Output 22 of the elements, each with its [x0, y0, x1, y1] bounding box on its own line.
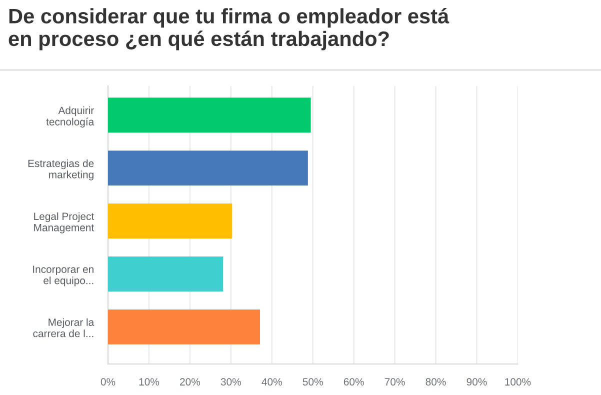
x-tick-label: 10%	[139, 378, 160, 386]
x-tick-label: 90%	[466, 378, 487, 386]
x-tick-label: 60%	[344, 378, 364, 386]
x-tick-label: 50%	[302, 378, 323, 386]
y-tick-label: Estrategias de marketing	[28, 159, 94, 180]
x-tick-label: 80%	[426, 378, 446, 386]
y-tick-label: Mejorar la carrera de l...	[33, 318, 94, 338]
bar	[108, 256, 224, 292]
x-tick-label: 40%	[262, 378, 282, 386]
x-tick-label: 30%	[220, 378, 241, 386]
chart-title: De considerar que tu firma o empleador está en proceso ¿en qué están trabajando?	[8, 8, 450, 50]
y-tick-label: Legal Project Management	[34, 212, 94, 234]
bar	[108, 150, 308, 186]
bar	[108, 98, 311, 133]
x-tick-label: 0%	[100, 378, 116, 386]
x-tick-label: 100%	[505, 378, 531, 386]
x-tick-label: 20%	[180, 378, 200, 386]
y-tick-label: Incorporar en el equipo...	[33, 266, 94, 286]
bar	[108, 309, 260, 344]
bar	[108, 204, 232, 239]
x-tick-label: 70%	[384, 378, 405, 386]
y-tick-label: Adquirir tecnología	[46, 106, 94, 128]
